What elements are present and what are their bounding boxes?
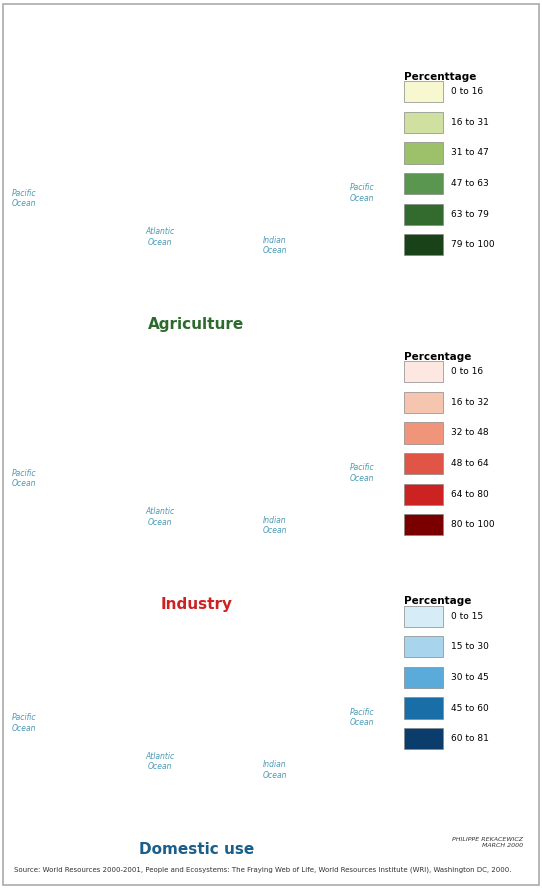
Text: Agriculture: Agriculture (149, 317, 244, 332)
Bar (404, 698, 443, 718)
Text: Source: World Resources 2000-2001, People and Ecosystems: The Fraying Web of Lif: Source: World Resources 2000-2001, Peopl… (14, 866, 511, 873)
Text: Pacific
Ocean: Pacific Ocean (350, 708, 374, 727)
Text: 0 to 16: 0 to 16 (451, 87, 483, 96)
Text: 47 to 63: 47 to 63 (451, 179, 489, 188)
Text: 16 to 32: 16 to 32 (451, 398, 489, 407)
Bar (404, 637, 443, 658)
Text: 80 to 100: 80 to 100 (451, 520, 495, 529)
Bar (404, 514, 443, 535)
Bar (404, 422, 443, 444)
Text: Pacific
Ocean: Pacific Ocean (11, 469, 36, 488)
Text: Indian
Ocean: Indian Ocean (263, 760, 287, 780)
Text: 63 to 79: 63 to 79 (451, 210, 489, 219)
Text: 45 to 60: 45 to 60 (451, 703, 489, 713)
Bar (404, 81, 443, 102)
Text: 60 to 81: 60 to 81 (451, 734, 489, 743)
Text: Atlantic
Ocean: Atlantic Ocean (145, 227, 175, 246)
Text: Pacific
Ocean: Pacific Ocean (350, 463, 374, 483)
Bar (404, 484, 443, 505)
Text: Percenttage: Percenttage (404, 72, 476, 82)
Text: Industry: Industry (160, 597, 233, 613)
Text: Atlantic
Ocean: Atlantic Ocean (145, 507, 175, 526)
Text: Atlantic
Ocean: Atlantic Ocean (145, 751, 175, 771)
Text: 16 to 31: 16 to 31 (451, 118, 489, 127)
Text: 32 to 48: 32 to 48 (451, 428, 489, 437)
Bar (404, 173, 443, 194)
Text: Indian
Ocean: Indian Ocean (263, 516, 287, 535)
Text: Pacific
Ocean: Pacific Ocean (11, 188, 36, 208)
Text: 0 to 15: 0 to 15 (451, 612, 483, 621)
Bar (404, 605, 443, 627)
Text: 15 to 30: 15 to 30 (451, 643, 489, 652)
Text: Domestic use: Domestic use (139, 842, 254, 857)
Bar (404, 728, 443, 749)
Text: 0 to 16: 0 to 16 (451, 367, 483, 376)
Text: Pacific
Ocean: Pacific Ocean (11, 713, 36, 733)
Text: Percentage: Percentage (404, 352, 472, 362)
Bar (404, 112, 443, 132)
Bar (404, 453, 443, 474)
Text: Pacific
Ocean: Pacific Ocean (350, 183, 374, 203)
Bar (404, 234, 443, 255)
Bar (404, 392, 443, 412)
Bar (404, 361, 443, 382)
Text: PHILIPPE REKACEWICZ
MARCH 2000: PHILIPPE REKACEWICZ MARCH 2000 (452, 837, 523, 848)
Text: 31 to 47: 31 to 47 (451, 148, 489, 157)
Text: Percentage: Percentage (404, 597, 472, 606)
Text: 79 to 100: 79 to 100 (451, 240, 495, 249)
Bar (404, 204, 443, 225)
Text: 48 to 64: 48 to 64 (451, 459, 489, 469)
Bar (404, 667, 443, 688)
Bar (404, 142, 443, 164)
Text: Indian
Ocean: Indian Ocean (263, 236, 287, 255)
Text: 64 to 80: 64 to 80 (451, 490, 489, 499)
Text: 30 to 45: 30 to 45 (451, 673, 489, 682)
